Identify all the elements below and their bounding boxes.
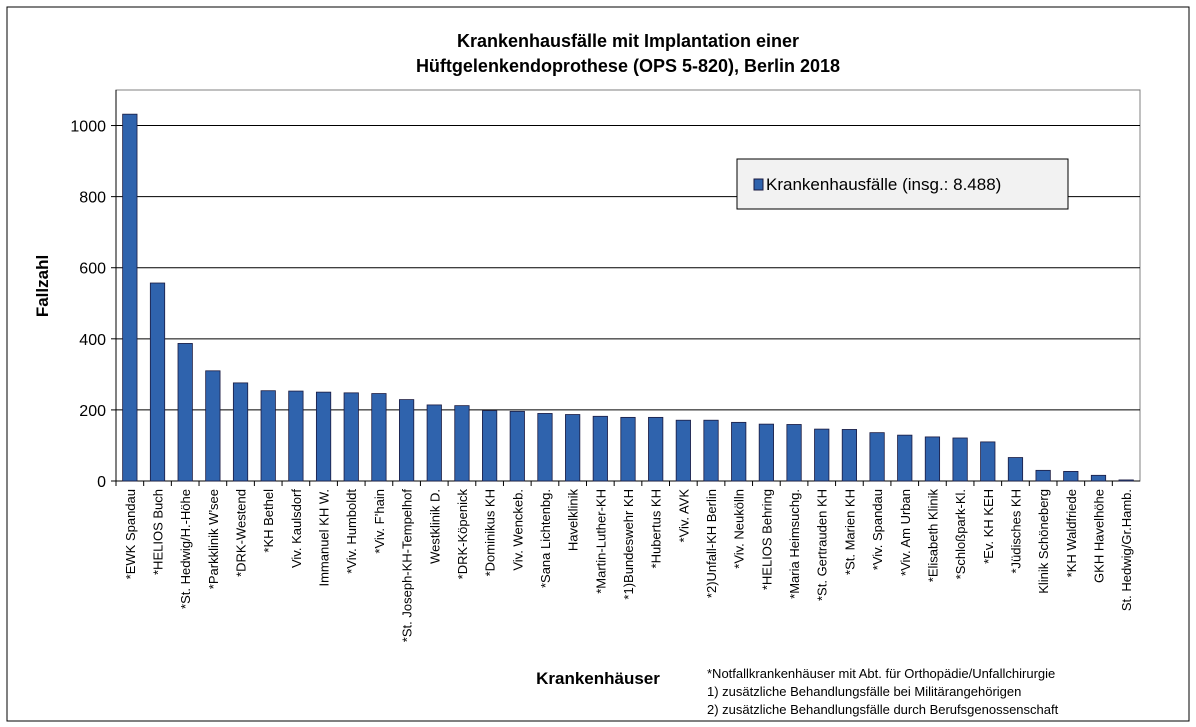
footnote: 2) zusätzliche Behandlungsfälle durch Be…: [707, 702, 1059, 717]
bar: [537, 413, 553, 482]
x-tick-label: *Dominikus KH: [483, 489, 498, 576]
x-tick-label: *Viv. Neukölln: [732, 489, 747, 569]
legend-label: Krankenhausfälle (insg.: 8.488): [766, 175, 1001, 194]
bar: [482, 410, 498, 482]
y-tick-label: 0: [97, 474, 106, 491]
bar: [1063, 471, 1079, 482]
y-tick-label: 600: [79, 261, 106, 278]
x-tick-label: *Martin-Luther-KH: [593, 489, 608, 594]
bar: [315, 391, 332, 482]
bar: [814, 428, 830, 482]
bar: [565, 414, 581, 482]
bar: [592, 415, 608, 482]
x-tick-label: *Viv. AVK: [676, 489, 691, 543]
x-tick-label: *St. Gertrauden KH: [815, 489, 830, 601]
bar: [648, 416, 664, 482]
bar: [703, 419, 719, 482]
x-tick-label: *EWK Spandau: [123, 489, 138, 579]
footnote: *Notfallkrankenhäuser mit Abt. für Ortho…: [707, 666, 1055, 681]
x-tick-label: *Viv. F’hain: [372, 489, 387, 554]
bar: [841, 429, 858, 482]
bar: [398, 399, 415, 482]
x-axis-label: Krankenhäuser: [536, 669, 660, 688]
x-tick-label: Immanuel KH W.: [317, 489, 332, 587]
bar: [731, 421, 747, 482]
bar: [260, 390, 276, 482]
x-tick-label: *Hubertus KH: [649, 489, 664, 568]
y-tick-label: 400: [79, 332, 106, 349]
x-tick-label: Westklinik D.: [427, 489, 442, 564]
x-tick-label: *Viv. Spandau: [870, 489, 885, 570]
bar: [869, 432, 885, 482]
x-tick-label: *Parkklinik W’see: [206, 489, 221, 589]
chart-title: Hüftgelenkendoprothese (OPS 5-820), Berl…: [416, 56, 840, 76]
x-tick-label: Viv. Kaulsdorf: [289, 489, 304, 568]
x-tick-label: *Schloßpark-Kl.: [953, 489, 968, 579]
x-tick-label: St. Hedwig/Gr.Hamb.: [1119, 489, 1134, 611]
x-tick-label: *Elisabeth Klinik: [925, 489, 940, 583]
plot-area: [115, 89, 1141, 482]
bar: [343, 392, 359, 482]
x-tick-label: *Viv. Humboldt: [344, 489, 359, 574]
x-tick-label: *Viv. Am Urban: [898, 489, 913, 576]
x-tick-label: *1)Bundeswehr KH: [621, 489, 636, 600]
y-axis-label: Fallzahl: [33, 255, 52, 317]
x-tick-label: *St. Joseph-KH-Tempelhof: [400, 489, 415, 643]
x-tick-label: GKH Havelhöhe: [1091, 489, 1106, 583]
bar: [980, 441, 996, 482]
bar: [122, 113, 138, 482]
bar: [454, 405, 470, 482]
x-tick-label: Klinik Schöneberg: [1036, 489, 1051, 594]
bar: [786, 424, 802, 482]
x-tick-label: Viv. Wenckeb.: [510, 489, 525, 571]
bar: [952, 437, 968, 482]
y-tick-label: 1000: [70, 119, 106, 136]
y-tick-label: 800: [79, 190, 106, 207]
bar: [149, 282, 166, 482]
x-tick-label: *KH Bethel: [261, 489, 276, 553]
bar: [1035, 469, 1051, 482]
bar: [509, 410, 525, 482]
bar: [371, 393, 387, 482]
bar: [620, 416, 636, 482]
chart-title: Krankenhausfälle mit Implantation einer: [457, 31, 799, 51]
bar: [288, 390, 304, 482]
footnote: 1) zusätzliche Behandlungsfälle bei Mili…: [707, 684, 1021, 699]
x-tick-label: *Ev. KH KEH: [981, 489, 996, 564]
x-tick-label: *Maria Heimsuchg.: [787, 489, 802, 599]
legend-box: [736, 158, 1069, 210]
x-tick-label: *2)Unfall-KH Berlin: [704, 489, 719, 598]
x-tick-label: *St. Hedwig/H.-Höhe: [178, 489, 193, 609]
x-tick-label: *St. Marien KH: [842, 489, 857, 575]
x-tick-label: Havelklinik: [566, 489, 581, 552]
bar: [1007, 457, 1024, 482]
y-tick-label: 200: [79, 403, 106, 420]
bar: [205, 370, 221, 482]
bar: [675, 419, 691, 482]
x-tick-label: *Sana Lichtenbg.: [538, 489, 553, 588]
x-tick-label: *Jüdisches KH: [1008, 489, 1023, 574]
bar: [426, 404, 442, 482]
x-tick-label: *HELIOS Buch: [151, 489, 166, 575]
bar: [897, 434, 913, 482]
bar: [1090, 474, 1107, 482]
x-tick-label: *HELIOS Behring: [759, 489, 774, 590]
legend-swatch: [753, 178, 764, 191]
x-tick-label: *DRK-Westend: [234, 489, 249, 577]
x-tick-label: *DRK-Köpenick: [455, 489, 470, 580]
bar: [1118, 479, 1134, 482]
bar: [758, 423, 774, 482]
bar: [924, 436, 941, 482]
bar: [232, 382, 249, 482]
bar: [177, 343, 193, 482]
x-tick-label: *KH Waldfriede: [1064, 489, 1079, 577]
